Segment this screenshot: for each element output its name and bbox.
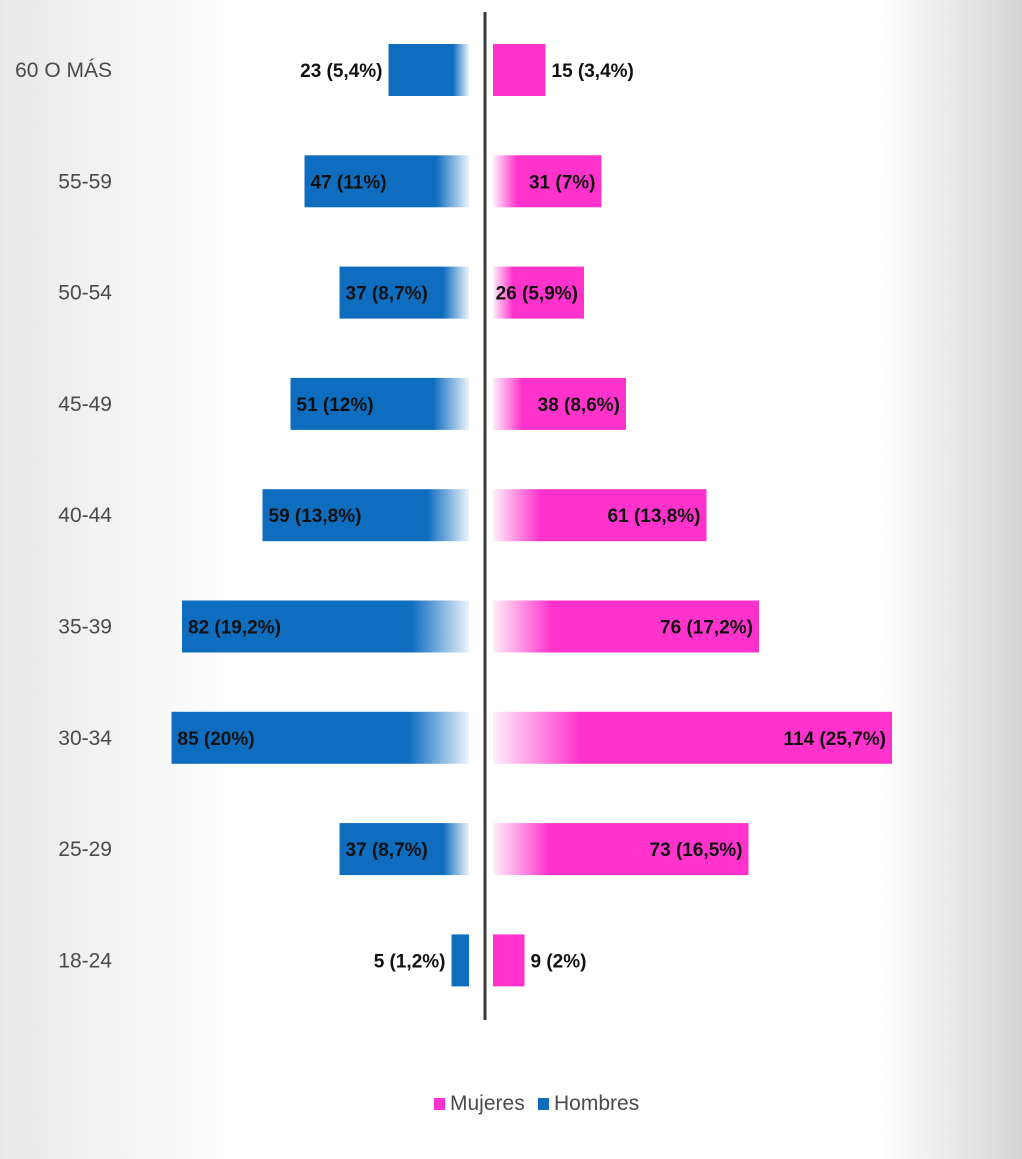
value-label-mujeres: 61 (13,8%) — [608, 506, 701, 527]
category-label: 25-29 — [58, 838, 112, 861]
category-label: 55-59 — [58, 170, 112, 193]
bar-hombres — [451, 934, 469, 987]
value-label-hombres: 85 (20%) — [178, 729, 255, 750]
value-label-mujeres: 15 (3,4%) — [552, 61, 634, 82]
labels-layer: 60 O MÁS 23 (5,4%) 15 (3,4%) 55-59 47 (11%) 3… — [15, 59, 886, 972]
category-label: 60 O MÁS — [15, 59, 112, 82]
value-label-hombres: 37 (8,7%) — [346, 840, 428, 861]
value-label-hombres: 51 (12%) — [297, 395, 374, 416]
bar-mujeres — [493, 934, 525, 987]
bar-mujeres — [493, 711, 892, 764]
category-label: 45-49 — [58, 393, 112, 416]
bar-mujeres — [493, 377, 626, 430]
value-label-mujeres: 9 (2%) — [531, 951, 587, 972]
value-label-hombres: 23 (5,4%) — [300, 61, 382, 82]
bars-layer — [171, 44, 892, 987]
legend-swatch — [538, 1098, 549, 1110]
value-label-hombres: 37 (8,7%) — [346, 284, 428, 305]
bar-mujeres — [493, 44, 546, 96]
bar-hombres — [339, 823, 469, 876]
bar-mujeres — [493, 489, 707, 542]
bar-hombres — [304, 155, 469, 208]
bar-hombres — [290, 377, 469, 430]
bar-mujeres — [493, 600, 759, 653]
legend-label: Hombres — [554, 1092, 639, 1115]
bar-hombres — [171, 711, 469, 764]
bar-mujeres — [493, 266, 584, 319]
value-label-mujeres: 38 (8,6%) — [538, 395, 620, 416]
value-label-mujeres: 73 (16,5%) — [650, 840, 743, 861]
value-label-hombres: 47 (11%) — [311, 172, 387, 193]
bar-hombres — [388, 44, 469, 96]
value-label-hombres: 59 (13,8%) — [269, 506, 362, 527]
bar-mujeres — [493, 823, 749, 876]
bar-hombres — [262, 489, 469, 542]
legend-swatch — [434, 1098, 445, 1110]
bar-hombres — [339, 266, 469, 319]
category-label: 35-39 — [58, 616, 112, 639]
category-label: 50-54 — [58, 282, 112, 305]
value-label-mujeres: 26 (5,9%) — [496, 284, 578, 305]
value-label-mujeres: 114 (25,7%) — [784, 729, 886, 750]
bar-hombres — [182, 600, 469, 653]
legend-label: Mujeres — [450, 1092, 525, 1115]
legend: Mujeres Hombres — [434, 1092, 639, 1115]
category-label: 30-34 — [58, 727, 112, 750]
value-label-hombres: 5 (1,2%) — [374, 951, 446, 972]
value-label-mujeres: 76 (17,2%) — [660, 618, 753, 639]
value-label-mujeres: 31 (7%) — [529, 172, 596, 193]
category-label: 40-44 — [58, 504, 112, 527]
value-label-hombres: 82 (19,2%) — [188, 618, 281, 639]
bar-mujeres — [493, 155, 602, 208]
category-label: 18-24 — [58, 949, 112, 972]
